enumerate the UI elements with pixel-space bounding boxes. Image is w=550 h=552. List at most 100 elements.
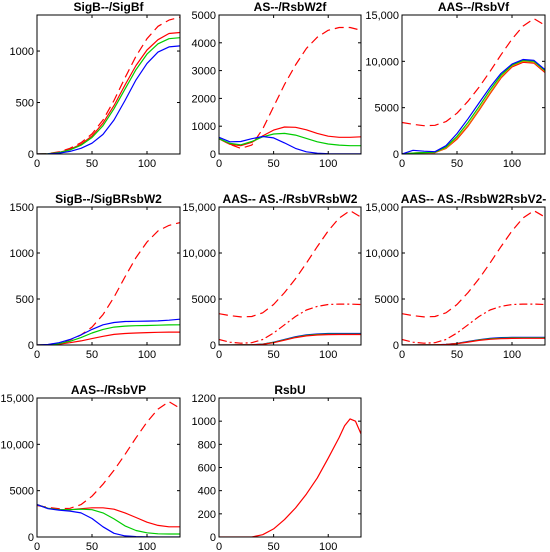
- series-line-2-red-dashdot: [402, 303, 545, 344]
- y-tick-label: 0: [210, 532, 216, 544]
- x-tick-label: 100: [503, 349, 521, 361]
- x-tick-label: 0: [34, 541, 40, 552]
- x-tick-label: 100: [138, 158, 156, 170]
- y-tick-label: 10,000: [365, 56, 399, 68]
- chart-panel-5: 0 50 100 0 5000 10,000 15,000 AAS-- AS.-/RsbVRs…: [182, 192, 362, 361]
- chart-title: RsbU: [274, 383, 305, 397]
- axes-frame: [401, 206, 546, 346]
- y-tick-label: 10,000: [182, 248, 216, 260]
- y-tick-label: 200: [198, 509, 216, 521]
- x-tick-label: 100: [503, 158, 521, 170]
- y-tick-label: 5000: [192, 294, 216, 306]
- y-tick-label: 1500: [10, 202, 34, 214]
- series-group: [402, 18, 545, 154]
- series-line-3-green-solid: [37, 324, 180, 345]
- series-group: [37, 16, 180, 154]
- x-tick-label: 0: [34, 158, 40, 170]
- y-tick-label: 15,000: [365, 10, 399, 22]
- y-tick-label: 5000: [192, 10, 216, 22]
- y-tick-label: 10,000: [0, 439, 34, 451]
- series-line-2-red-dashdot: [219, 303, 361, 344]
- series-line-2-red-solid: [37, 331, 180, 345]
- y-tick-label: 0: [393, 340, 399, 352]
- y-tick-label: 5000: [375, 103, 399, 115]
- x-tick-label: 0: [216, 158, 222, 170]
- y-tick-label: 0: [393, 149, 399, 161]
- series-group: [402, 210, 545, 345]
- series-line-4-green-solid: [402, 59, 545, 154]
- x-tick-label: 100: [319, 349, 337, 361]
- series-group: [219, 210, 361, 345]
- y-tick-label: 15,000: [0, 393, 34, 405]
- y-tick-label: 15,000: [182, 202, 216, 214]
- series-line-1-red-solid: [219, 418, 361, 537]
- x-tick-label: 0: [34, 349, 40, 361]
- chart-title: SigB--/SigBf: [74, 0, 145, 14]
- x-tick-label: 100: [319, 158, 337, 170]
- x-tick-label: 50: [451, 349, 463, 361]
- y-tick-label: 4000: [192, 38, 216, 50]
- y-tick-label: 1000: [192, 121, 216, 133]
- y-tick-label: 400: [198, 486, 216, 498]
- axes-frame: [401, 14, 546, 155]
- chart-title: AAS--/RsbVP: [71, 383, 146, 397]
- y-tick-label: 0: [28, 532, 34, 544]
- chart-title: AAS-- AS.-/RsbW2RsbV2-: [401, 192, 547, 206]
- x-tick-label: 50: [86, 158, 98, 170]
- series-group: [219, 418, 361, 537]
- chart-title: AS--/RsbW2f: [254, 0, 328, 14]
- series-line-3-green-solid: [37, 37, 180, 154]
- axes-frame: [218, 14, 362, 155]
- series-line-1-red-dashed: [402, 18, 545, 127]
- y-tick-label: 2000: [192, 93, 216, 105]
- y-tick-label: 15,000: [365, 202, 399, 214]
- chart-panel-3: 0 50 100 0 5000 10,000 15,000 AAS--/RsbVf: [365, 0, 546, 170]
- x-tick-label: 0: [399, 158, 405, 170]
- series-group: [37, 401, 180, 537]
- y-tick-label: 500: [16, 294, 34, 306]
- series-group: [37, 222, 180, 345]
- y-tick-label: 600: [198, 463, 216, 475]
- x-tick-label: 0: [216, 349, 222, 361]
- axes-frame: [36, 206, 181, 346]
- y-tick-label: 5000: [375, 294, 399, 306]
- axes-frame: [218, 206, 362, 346]
- series-line-1-red-dashed: [402, 210, 545, 318]
- series-line-4-blue-solid: [37, 45, 180, 154]
- series-line-5-red-solid: [402, 337, 545, 345]
- series-line-3-green-solid: [219, 132, 361, 147]
- y-tick-label: 0: [28, 149, 34, 161]
- y-tick-label: 0: [210, 149, 216, 161]
- series-line-1-red-dashed: [219, 210, 361, 318]
- x-tick-label: 50: [267, 349, 279, 361]
- x-tick-label: 100: [138, 349, 156, 361]
- x-tick-label: 0: [216, 541, 222, 552]
- axes-frame: [218, 397, 362, 538]
- series-line-5-blue-solid: [402, 58, 545, 154]
- x-tick-label: 50: [86, 541, 98, 552]
- series-line-4-blue-solid: [37, 504, 180, 537]
- y-tick-label: 1000: [192, 416, 216, 428]
- y-tick-label: 5000: [10, 486, 34, 498]
- y-tick-label: 10,000: [365, 248, 399, 260]
- y-tick-label: 3000: [192, 66, 216, 78]
- x-tick-label: 0: [399, 349, 405, 361]
- x-tick-label: 100: [138, 541, 156, 552]
- y-tick-label: 1000: [10, 46, 34, 58]
- axes-frame: [36, 397, 181, 538]
- series-line-2-red-solid: [219, 126, 361, 147]
- x-tick-label: 50: [451, 158, 463, 170]
- series-line-4-blue-solid: [37, 318, 180, 345]
- x-tick-label: 100: [319, 541, 337, 552]
- y-tick-label: 1000: [10, 248, 34, 260]
- axes-frame: [36, 14, 181, 155]
- series-line-3-orange-solid: [402, 60, 545, 154]
- y-tick-label: 500: [16, 98, 34, 110]
- x-tick-label: 50: [267, 158, 279, 170]
- series-line-1-red-dashed: [37, 401, 180, 510]
- series-group: [219, 26, 361, 154]
